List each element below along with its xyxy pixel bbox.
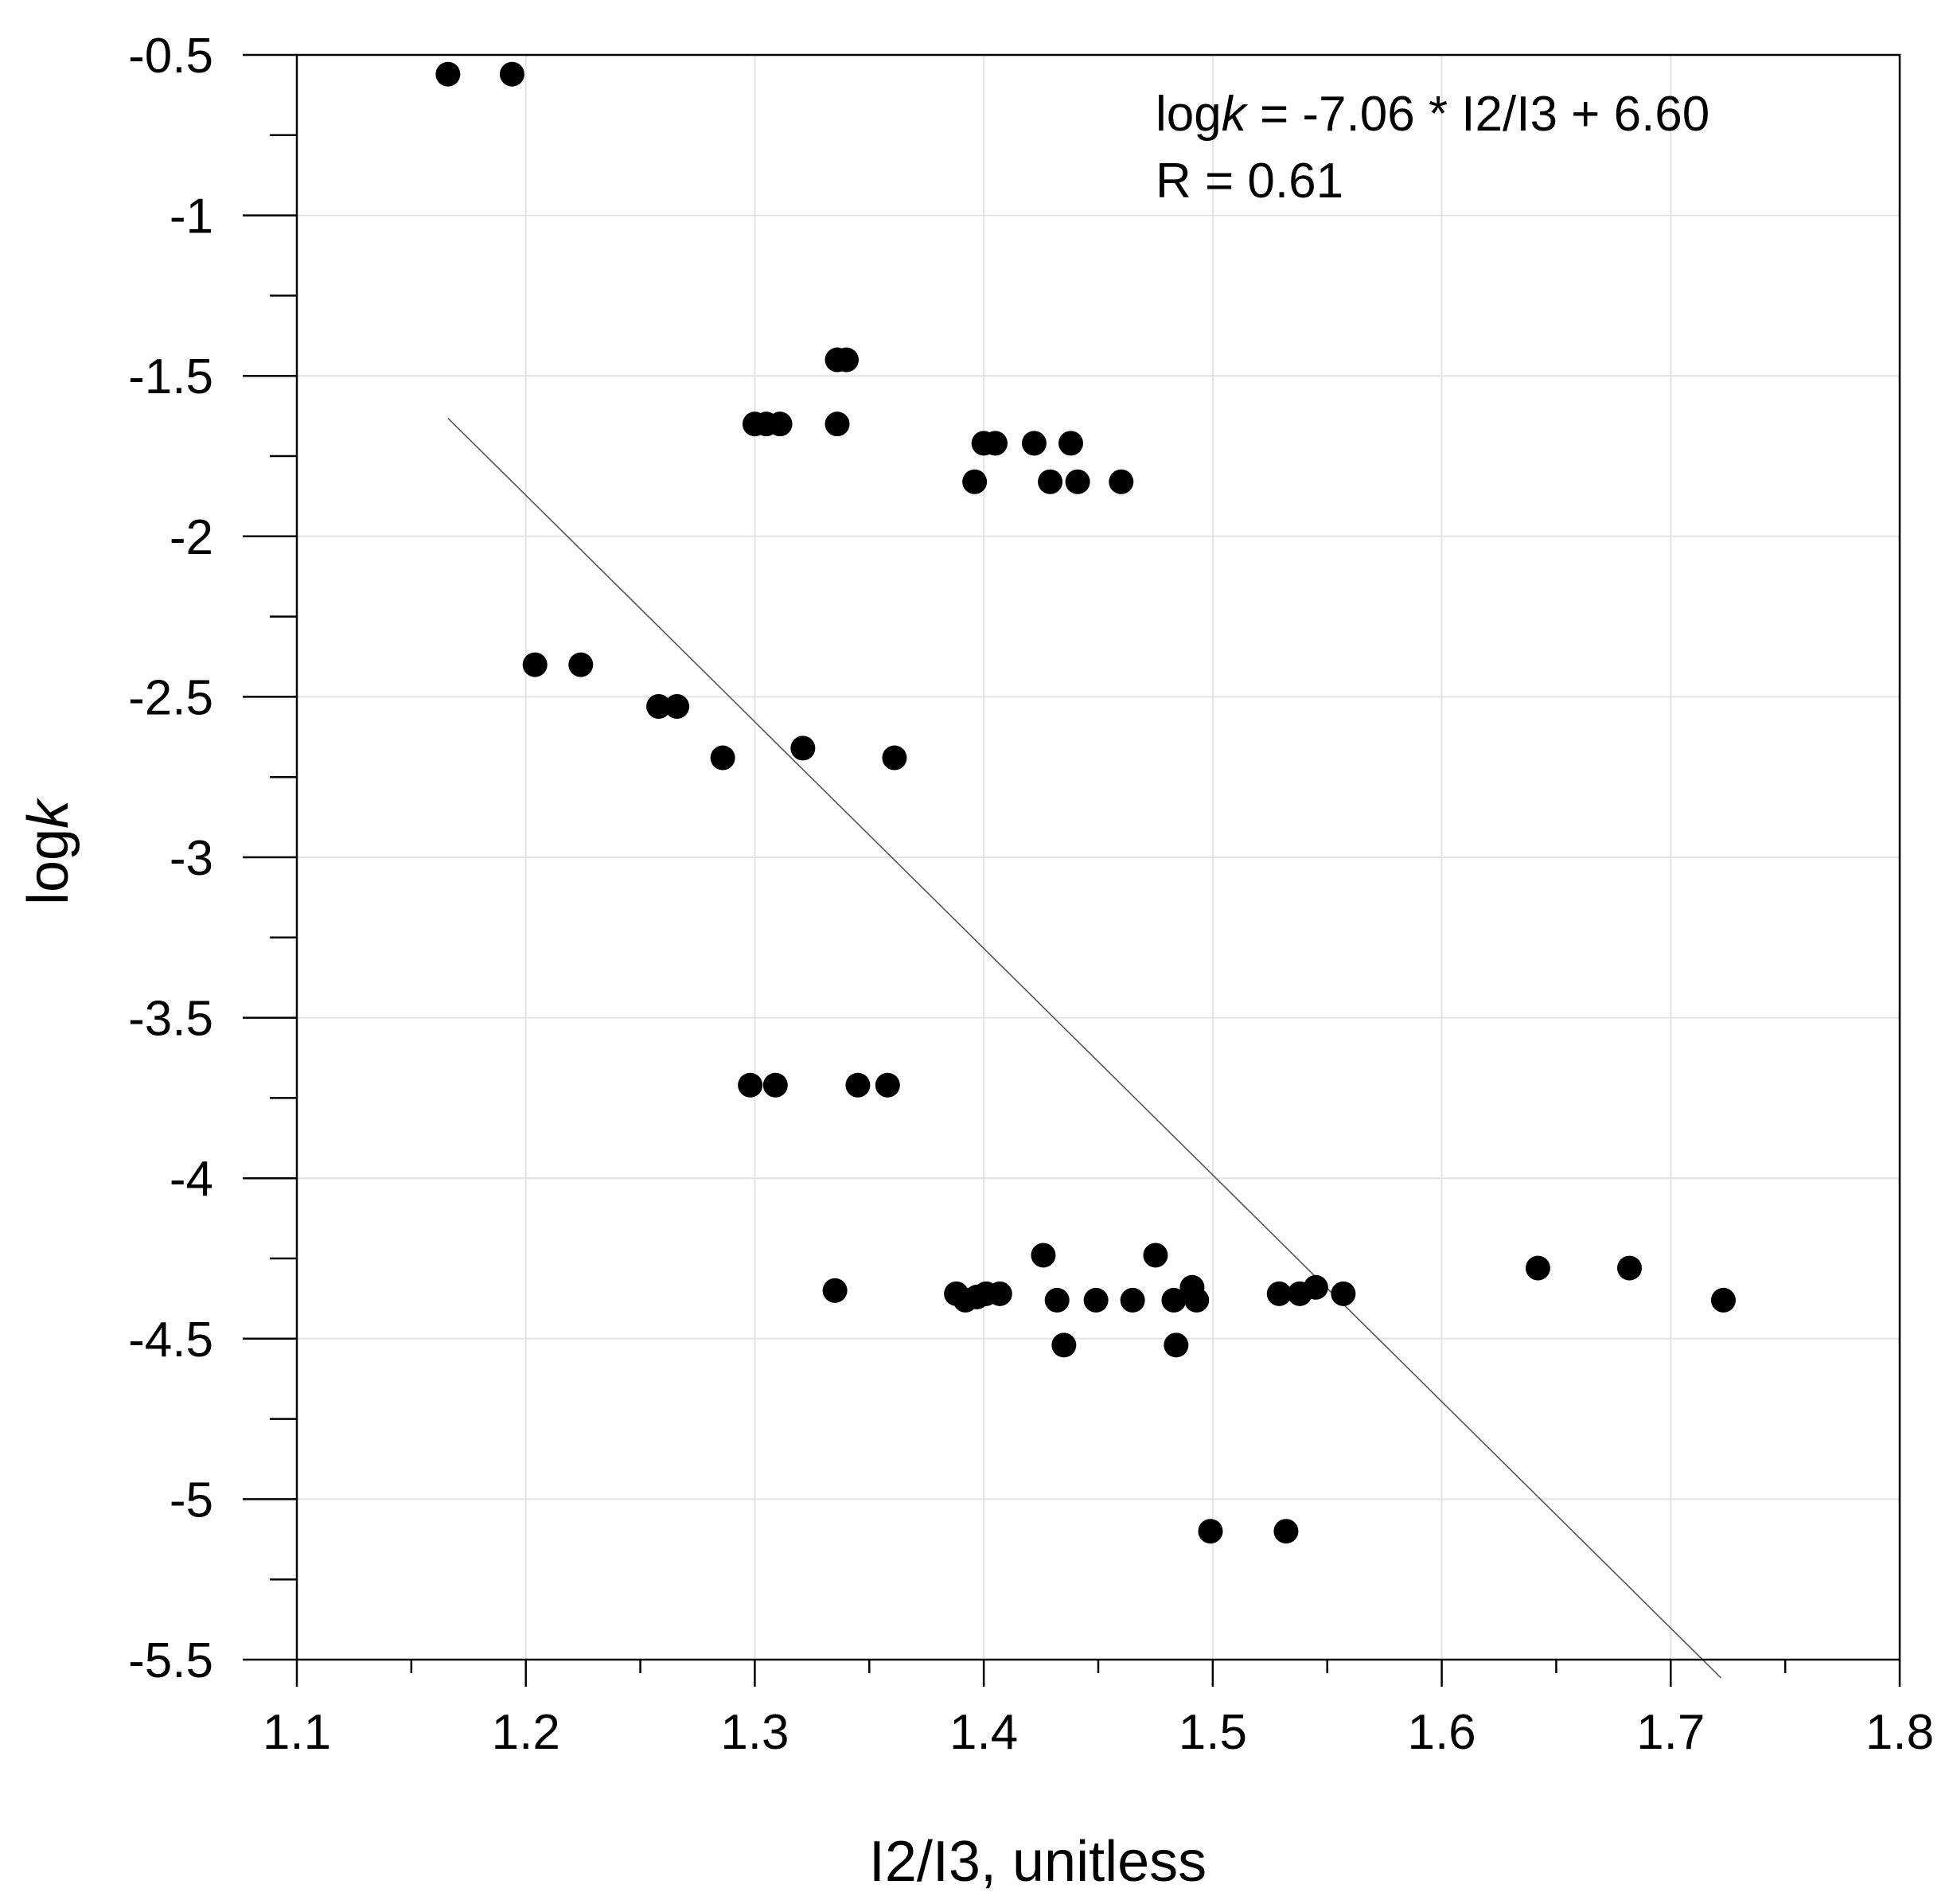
data-point (1303, 1274, 1328, 1300)
data-point (435, 61, 461, 87)
y-tick-label: -2.5 (128, 670, 213, 725)
data-point (1184, 1287, 1210, 1313)
grid-layer (296, 54, 1900, 1660)
y-axis-title-prefix: log (17, 829, 80, 905)
y-tick-label: -5.5 (128, 1633, 213, 1688)
x-tick-label: 1.6 (1407, 1705, 1476, 1760)
data-point (834, 347, 860, 373)
x-tick-label: 1.7 (1636, 1705, 1705, 1760)
data-point (738, 1072, 763, 1098)
data-point (1038, 469, 1063, 494)
y-tick-label: -1 (170, 189, 213, 244)
data-point (1198, 1519, 1223, 1544)
data-point (762, 1072, 788, 1098)
x-tick-label: 1.5 (1179, 1705, 1247, 1760)
data-point (875, 1072, 900, 1098)
data-point (646, 693, 672, 719)
data-point (1266, 1281, 1292, 1306)
data-point (499, 61, 524, 87)
x-axis-title: I2/I3, unitless (869, 1830, 1207, 1894)
data-point (568, 652, 594, 677)
data-point (1083, 1287, 1109, 1313)
data-point (1051, 1332, 1077, 1358)
data-point (1331, 1281, 1356, 1306)
y-axis-title-italic: k (17, 797, 80, 829)
data-point (1616, 1255, 1642, 1281)
x-tick-label: 1.1 (263, 1705, 331, 1760)
data-point (1143, 1243, 1168, 1268)
data-point (882, 745, 907, 771)
data-point (822, 1278, 848, 1303)
data-point (1109, 469, 1134, 494)
data-point (1710, 1287, 1736, 1313)
data-point (767, 412, 793, 437)
y-tick-label: -4 (170, 1152, 213, 1207)
data-point (962, 469, 988, 494)
x-tick-label: 1.4 (949, 1705, 1018, 1760)
y-tick-label: -3.5 (128, 992, 213, 1047)
points-layer (435, 61, 1736, 1544)
y-tick-label: -5 (170, 1473, 213, 1527)
x-tick-label: 1.8 (1865, 1705, 1934, 1760)
ticks-layer (243, 53, 1901, 1687)
data-point (1021, 431, 1047, 456)
y-tick-label: -4.5 (128, 1313, 213, 1368)
equation-italic-k: k (1222, 87, 1249, 142)
regression-line (447, 417, 1722, 1679)
data-point (1161, 1287, 1187, 1313)
data-point (1120, 1287, 1145, 1313)
data-point (983, 431, 1008, 456)
equation-suffix: = -7.06 * I2/I3 + 6.60 (1246, 87, 1710, 142)
y-tick-labels: -0.5 -1 -1.5 -2 -2.5 -3 -3.5 -4 -4.5 -5 -5.5 (128, 29, 213, 1688)
y-tick-label: -0.5 (128, 29, 213, 84)
data-point (1273, 1519, 1299, 1544)
r-value-annotation: R = 0.61 (1156, 154, 1343, 209)
data-point (710, 745, 735, 771)
data-point (987, 1281, 1012, 1306)
data-point (665, 693, 690, 719)
data-point (1044, 1287, 1070, 1313)
y-tick-label: -3 (170, 831, 213, 886)
x-tick-label: 1.2 (492, 1705, 560, 1760)
data-point (790, 735, 816, 761)
x-tick-label: 1.3 (720, 1705, 789, 1760)
data-point (1065, 469, 1090, 494)
data-point (522, 652, 548, 677)
x-tick-labels: 1.1 1.2 1.3 1.4 1.5 1.6 1.7 1.8 (263, 1705, 1934, 1760)
data-point (1525, 1255, 1550, 1281)
y-tick-label: -1.5 (128, 349, 213, 404)
y-axis-title: logk (17, 797, 80, 905)
data-point (845, 1072, 871, 1098)
data-point (1164, 1332, 1189, 1358)
equation-annotation: logk = -7.06 * I2/I3 + 6.60 (1156, 87, 1709, 142)
data-point (1031, 1243, 1056, 1268)
data-point (825, 412, 850, 437)
equation-prefix: log (1156, 87, 1222, 142)
data-point (1058, 431, 1083, 456)
y-tick-label: -2 (170, 510, 213, 565)
